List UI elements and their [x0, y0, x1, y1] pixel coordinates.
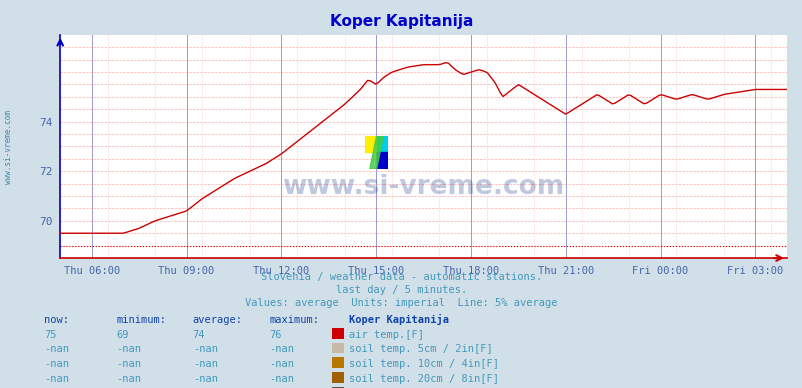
Text: last day / 5 minutes.: last day / 5 minutes. [335, 285, 467, 295]
Bar [376, 136, 387, 152]
Text: Koper Kapitanija: Koper Kapitanija [330, 14, 472, 29]
Text: now:: now: [44, 315, 69, 325]
Text: -nan: -nan [116, 374, 141, 384]
Text: soil temp. 10cm / 4in[F]: soil temp. 10cm / 4in[F] [349, 359, 499, 369]
Text: -nan: -nan [192, 359, 217, 369]
Text: -nan: -nan [44, 344, 69, 354]
Text: minimum:: minimum: [116, 315, 166, 325]
Text: Values: average  Units: imperial  Line: 5% average: Values: average Units: imperial Line: 5%… [245, 298, 557, 308]
Bar [365, 136, 376, 152]
Text: -nan: -nan [116, 344, 141, 354]
Text: air temp.[F]: air temp.[F] [349, 329, 423, 340]
Text: -nan: -nan [44, 374, 69, 384]
Text: soil temp. 5cm / 2in[F]: soil temp. 5cm / 2in[F] [349, 344, 492, 354]
Text: Slovenia / weather data - automatic stations.: Slovenia / weather data - automatic stat… [261, 272, 541, 282]
Text: soil temp. 20cm / 8in[F]: soil temp. 20cm / 8in[F] [349, 374, 499, 384]
Text: 75: 75 [44, 329, 57, 340]
Text: www.si-vreme.com: www.si-vreme.com [3, 111, 13, 184]
Text: -nan: -nan [116, 359, 141, 369]
Text: -nan: -nan [44, 359, 69, 369]
Text: -nan: -nan [192, 344, 217, 354]
Text: -nan: -nan [269, 344, 294, 354]
Text: www.si-vreme.com: www.si-vreme.com [282, 173, 564, 200]
Text: average:: average: [192, 315, 242, 325]
Bar [376, 152, 387, 169]
Bar [368, 134, 376, 170]
Text: -nan: -nan [192, 374, 217, 384]
Text: 76: 76 [269, 329, 282, 340]
Polygon shape [370, 136, 383, 169]
Text: -nan: -nan [269, 359, 294, 369]
Text: 74: 74 [192, 329, 205, 340]
Text: maximum:: maximum: [269, 315, 318, 325]
Text: Koper Kapitanija: Koper Kapitanija [349, 314, 449, 325]
Text: 69: 69 [116, 329, 129, 340]
Text: -nan: -nan [269, 374, 294, 384]
